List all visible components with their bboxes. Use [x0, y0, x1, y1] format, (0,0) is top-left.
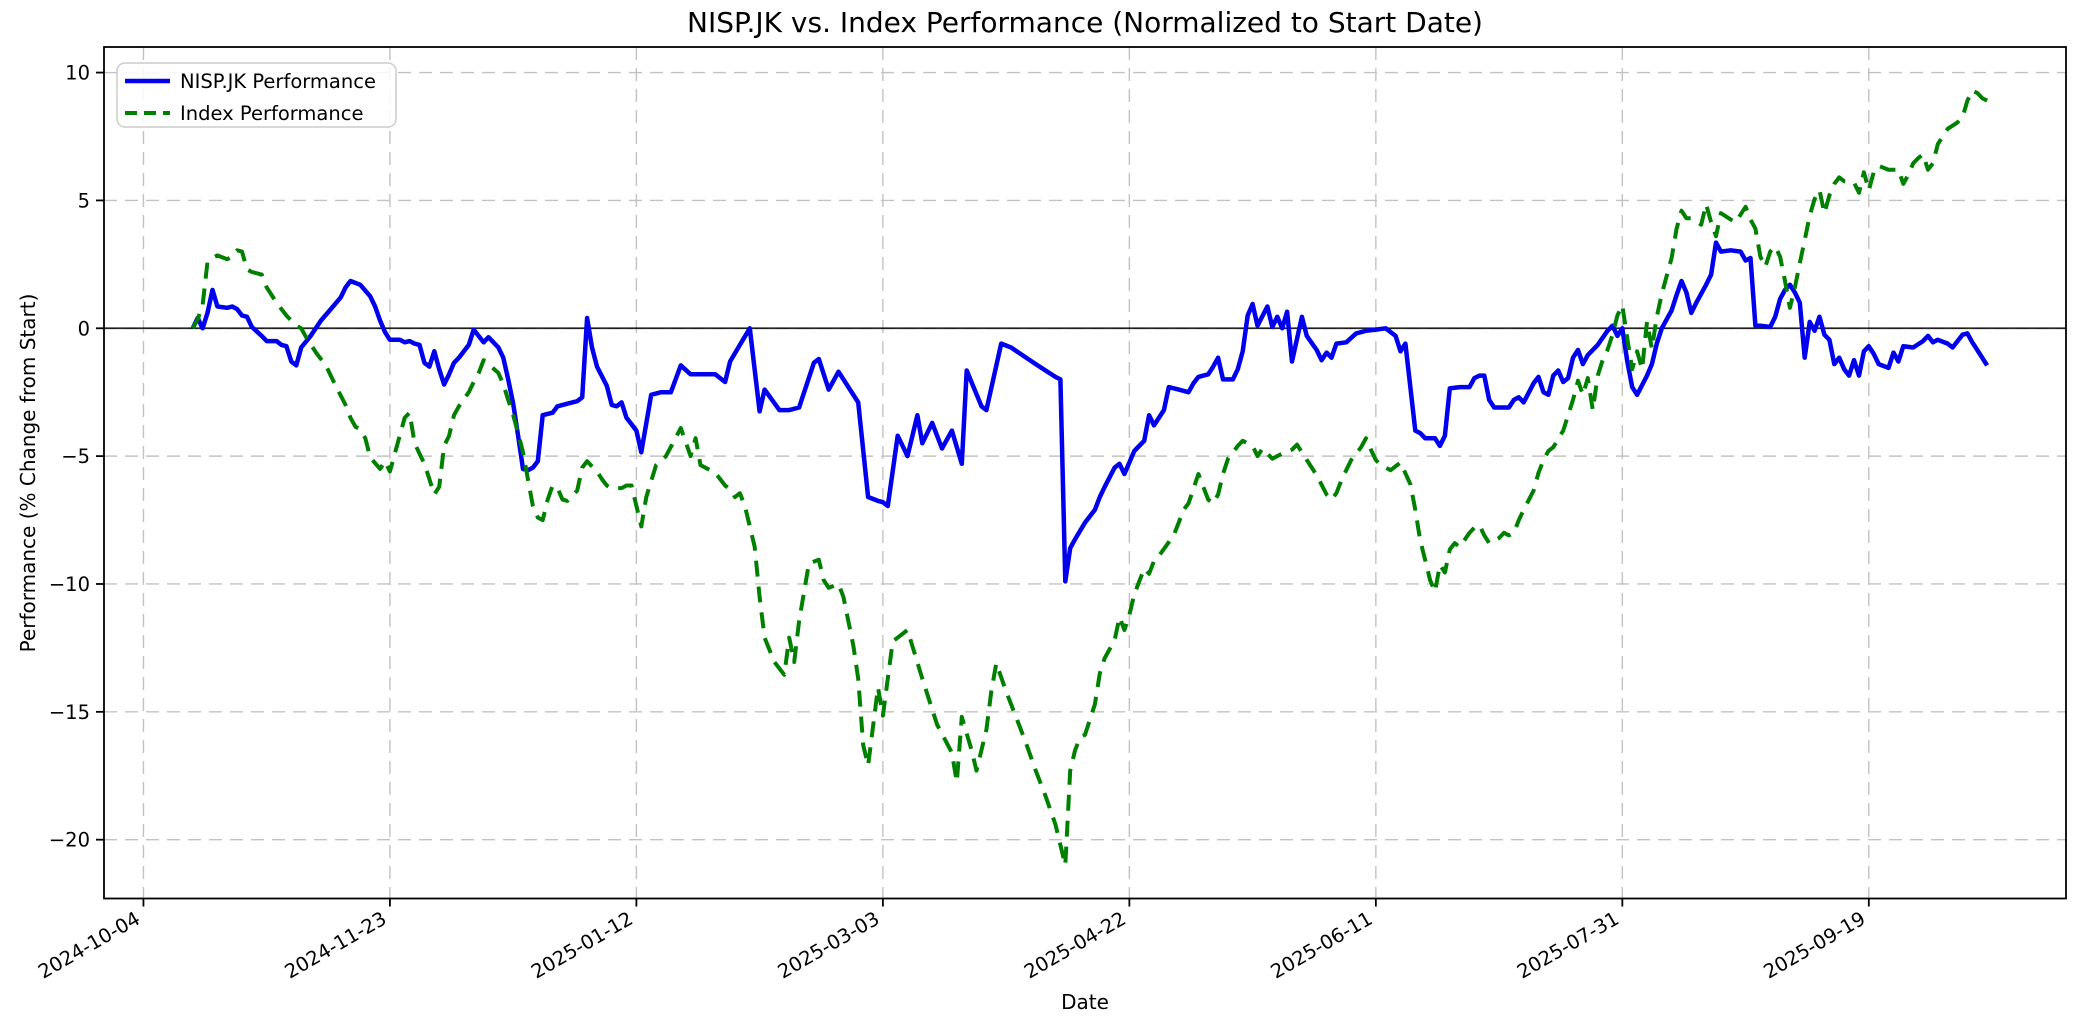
x-axis-label: Date	[1061, 990, 1109, 1014]
chart-title: NISP.JK vs. Index Performance (Normalize…	[687, 6, 1483, 39]
grid-lines	[104, 47, 2066, 899]
y-tick-label: 10	[65, 62, 90, 85]
nisp-performance-line	[190, 240, 1989, 584]
legend-box	[116, 62, 397, 128]
x-tick-label: 2025-09-19	[1760, 907, 1870, 984]
y-axis-label: Performance (% Change from Start)	[16, 293, 40, 653]
x-tick-label: 2025-03-03	[774, 907, 884, 984]
x-tick-label: 2025-04-22	[1020, 907, 1130, 984]
y-tick-label: −5	[61, 445, 90, 468]
y-tick-label: −20	[49, 829, 90, 852]
y-tick-label: 5	[78, 189, 90, 212]
y-tick-label: −15	[49, 701, 90, 724]
x-tick-label: 2024-11-23	[281, 907, 391, 984]
legend-label-index: Index Performance	[180, 102, 363, 125]
x-tick-label: 2024-10-04	[34, 907, 144, 984]
index-performance-line	[190, 88, 1989, 868]
y-tick-label: 0	[78, 317, 90, 340]
x-tick-label: 2025-06-11	[1267, 907, 1377, 984]
legend-label-nisp: NISP.JK Performance	[180, 70, 376, 93]
y-tick-label: −10	[49, 573, 90, 596]
x-tick-label: 2025-07-31	[1513, 907, 1623, 984]
plot-border	[103, 46, 2067, 900]
series-lines	[190, 88, 1989, 868]
legend: NISP.JK Performance Index Performance	[116, 62, 397, 128]
x-tick-label: 2025-01-12	[527, 907, 637, 984]
